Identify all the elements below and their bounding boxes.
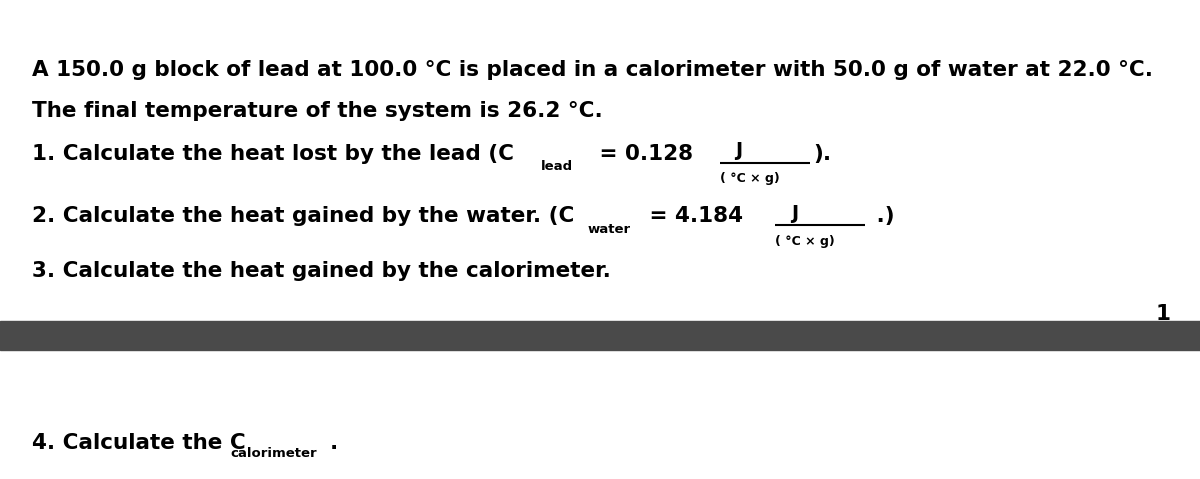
Text: calorimeter: calorimeter (230, 447, 317, 460)
Text: .): .) (869, 206, 894, 226)
Text: 3. Calculate the heat gained by the calorimeter.: 3. Calculate the heat gained by the calo… (32, 261, 611, 281)
Text: 4. Calculate the C: 4. Calculate the C (32, 433, 246, 454)
Text: ).: ). (814, 144, 832, 164)
Text: 1: 1 (1156, 304, 1171, 324)
Bar (0, 321, 1200, 350)
Text: water: water (588, 223, 631, 236)
Text: ( °C × g): ( °C × g) (775, 235, 835, 248)
Text: ( °C × g): ( °C × g) (720, 172, 780, 185)
Text: lead: lead (541, 160, 574, 173)
Text: 1. Calculate the heat lost by the lead (C: 1. Calculate the heat lost by the lead (… (32, 144, 515, 164)
Text: J: J (736, 141, 743, 160)
Text: = 0.128: = 0.128 (592, 144, 701, 164)
Text: The final temperature of the system is 26.2 °C.: The final temperature of the system is 2… (32, 101, 604, 121)
Text: = 4.184: = 4.184 (642, 206, 750, 226)
Text: .: . (330, 433, 338, 454)
Text: 2. Calculate the heat gained by the water. (C: 2. Calculate the heat gained by the wate… (32, 206, 575, 226)
Text: J: J (791, 204, 798, 223)
Text: A 150.0 g block of lead at 100.0 °C is placed in a calorimeter with 50.0 g of wa: A 150.0 g block of lead at 100.0 °C is p… (32, 60, 1153, 80)
